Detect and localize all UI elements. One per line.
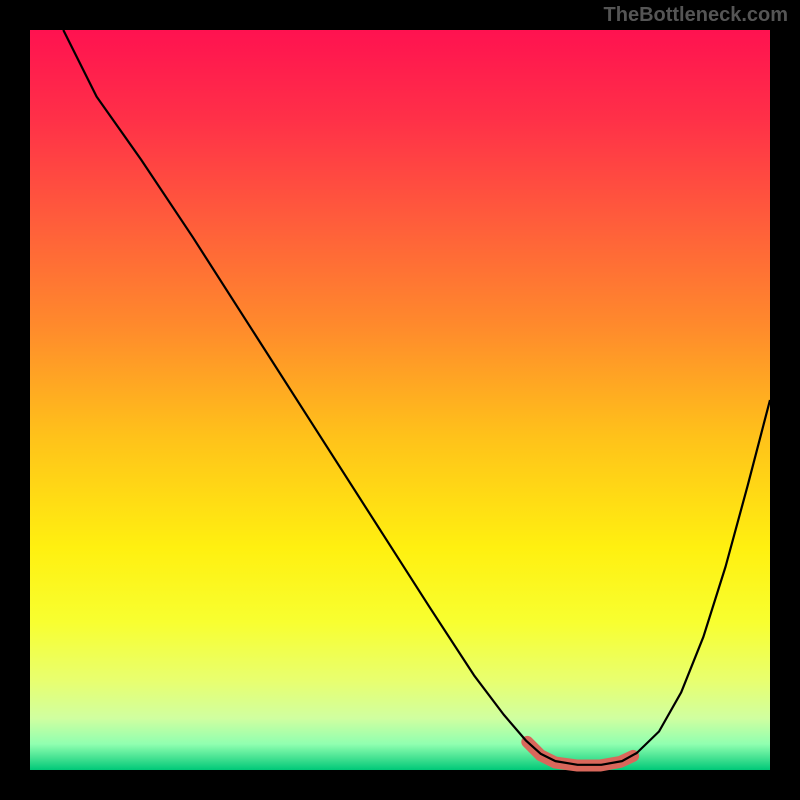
chart-svg <box>0 0 800 800</box>
plot-background <box>30 30 770 770</box>
bottleneck-chart: TheBottleneck.com <box>0 0 800 800</box>
watermark-text: TheBottleneck.com <box>604 4 788 27</box>
